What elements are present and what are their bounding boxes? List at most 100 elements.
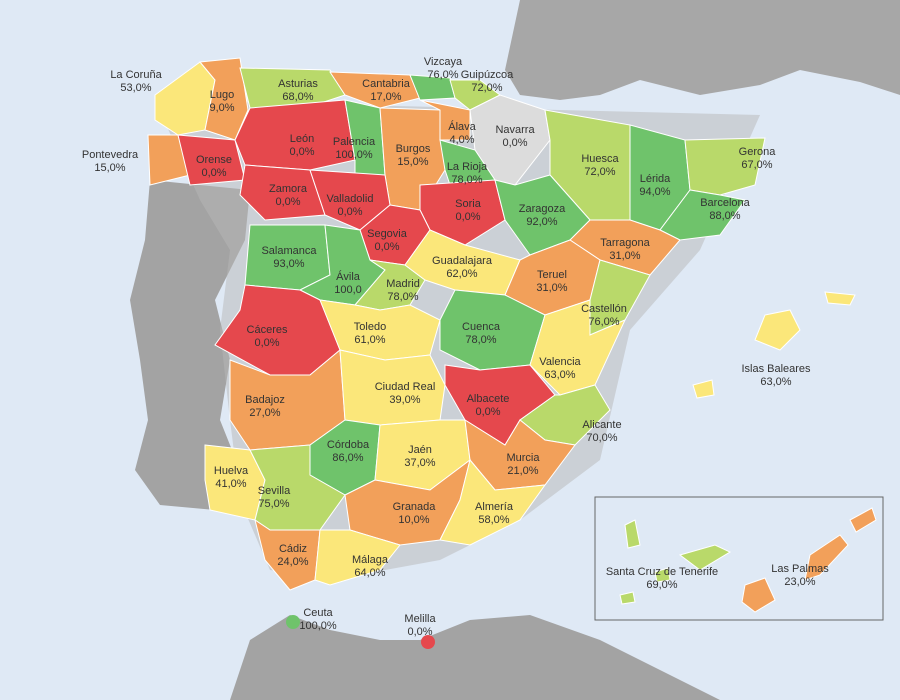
label-malaga-name: Málaga — [352, 554, 389, 566]
label-zaragoza-name: Zaragoza — [519, 203, 566, 215]
label-guadalajara-name: Guadalajara — [432, 255, 493, 267]
label-segovia-name: Segovia — [367, 228, 408, 240]
label-zaragoza-value: 92,0% — [526, 216, 557, 228]
province-hierro[interactable] — [619, 591, 636, 605]
africa-landmass — [230, 615, 720, 700]
label-lugo-value: 9,0% — [209, 102, 234, 114]
label-almeria-value: 58,0% — [478, 514, 509, 526]
label-valencia-value: 63,0% — [544, 369, 575, 381]
label-cuenca-value: 78,0% — [465, 334, 496, 346]
label-castellon-name: Castellón — [581, 303, 627, 315]
label-las-palmas-value: 23,0% — [784, 576, 815, 588]
label-jaen-name: Jaén — [408, 444, 432, 456]
label-palencia-name: Palencia — [333, 136, 376, 148]
label-tarragona-name: Tarragona — [600, 237, 650, 249]
label-valladolid-name: Valladolid — [327, 193, 374, 205]
label-palencia-value: 100,0% — [335, 149, 373, 161]
label-granada-value: 10,0% — [398, 514, 429, 526]
france-landmass — [505, 0, 900, 100]
province-cantabria[interactable] — [329, 71, 421, 109]
label-almeria-name: Almería — [475, 501, 514, 513]
label-cordoba-value: 86,0% — [332, 452, 363, 464]
province-almeria[interactable] — [439, 458, 547, 546]
label-huesca-name: Huesca — [581, 153, 619, 165]
label-gerona-value: 67,0% — [741, 159, 772, 171]
label-santa-cruz-de-tenerife-value: 69,0% — [646, 579, 677, 591]
province-lanzarote[interactable] — [849, 507, 877, 533]
province-valencia[interactable] — [529, 299, 626, 396]
label-melilla-name: Melilla — [404, 613, 436, 625]
label-navarra-value: 0,0% — [502, 137, 527, 149]
label-huesca-value: 72,0% — [584, 166, 615, 178]
province-mallorca[interactable] — [754, 309, 801, 351]
label-cadiz-value: 24,0% — [277, 556, 308, 568]
province-la-palma[interactable] — [624, 519, 641, 549]
label-la-rioja-name: La Rioja — [447, 161, 488, 173]
label-teruel-name: Teruel — [537, 269, 567, 281]
label-zamora-name: Zamora — [269, 183, 308, 195]
label-vizcaya-name: Vizcaya — [424, 56, 463, 68]
label-asturias-value: 68,0% — [282, 91, 313, 103]
label-huelva-value: 41,0% — [215, 478, 246, 490]
label-cuenca-name: Cuenca — [462, 321, 501, 333]
label-ciudad-real-name: Ciudad Real — [375, 381, 436, 393]
label-teruel-value: 31,0% — [536, 282, 567, 294]
label-lerida-name: Lérida — [640, 173, 671, 185]
province-malaga[interactable] — [314, 529, 401, 586]
province-tenerife[interactable] — [678, 544, 732, 571]
province-ibiza[interactable] — [692, 379, 715, 399]
label-burgos-value: 15,0% — [397, 156, 428, 168]
label-ceuta-name: Ceuta — [303, 607, 333, 619]
label-salamanca-value: 93,0% — [273, 258, 304, 270]
label-barcelona-name: Barcelona — [700, 197, 750, 209]
label-zamora-value: 0,0% — [275, 196, 300, 208]
label-alicante-value: 70,0% — [586, 432, 617, 444]
label-albacete-name: Albacete — [467, 393, 510, 405]
label-cordoba-name: Córdoba — [327, 439, 370, 451]
province-gerona[interactable] — [684, 137, 766, 196]
province-gran-canaria[interactable] — [741, 577, 776, 613]
label-alicante-name: Alicante — [582, 419, 621, 431]
label-tarragona-value: 31,0% — [609, 250, 640, 262]
label-islas-baleares-name: Islas Baleares — [741, 363, 811, 375]
province-fuerteventura[interactable] — [804, 534, 849, 581]
label-toledo-name: Toledo — [354, 321, 386, 333]
label-islas-baleares-value: 63,0% — [760, 376, 791, 388]
portugal-landmass — [130, 180, 250, 510]
label-valencia-name: Valencia — [539, 356, 581, 368]
ceuta-marker[interactable] — [286, 615, 300, 629]
label-navarra-name: Navarra — [495, 124, 535, 136]
label-guipuzcoa-value: 72,0% — [471, 82, 502, 94]
label-gerona-name: Gerona — [739, 146, 777, 158]
province-gomera[interactable] — [654, 567, 671, 583]
label-avila-value: 100,0 — [334, 284, 362, 296]
label-sevilla-value: 75,0% — [258, 498, 289, 510]
label-avila-name: Ávila — [336, 270, 361, 283]
label-burgos-name: Burgos — [396, 143, 431, 155]
label-orense-name: Orense — [196, 154, 232, 166]
label-huelva-name: Huelva — [214, 465, 249, 477]
label-la-rioja-value: 78,0% — [451, 174, 482, 186]
label-la-coruna-value: 53,0% — [120, 82, 151, 94]
province-menorca[interactable] — [824, 291, 856, 306]
label-madrid-value: 78,0% — [387, 291, 418, 303]
label-caceres-name: Cáceres — [247, 324, 288, 336]
melilla-marker[interactable] — [421, 635, 435, 649]
label-madrid-name: Madrid — [386, 278, 420, 290]
label-santa-cruz-de-tenerife-name: Santa Cruz de Tenerife — [606, 566, 718, 578]
label-asturias-name: Asturias — [278, 78, 318, 90]
label-murcia-value: 21,0% — [507, 465, 538, 477]
label-orense-value: 0,0% — [201, 167, 226, 179]
label-vizcaya-value: 76,0% — [427, 69, 458, 81]
province-zamora[interactable] — [239, 164, 326, 221]
label-badajoz-value: 27,0% — [249, 407, 280, 419]
label-castellon-value: 76,0% — [588, 316, 619, 328]
label-alava-value: 4,0% — [449, 134, 474, 146]
label-murcia-name: Murcia — [506, 452, 540, 464]
label-malaga-value: 64,0% — [354, 567, 385, 579]
label-soria-value: 0,0% — [455, 211, 480, 223]
province-alava[interactable] — [419, 99, 471, 141]
label-leon-value: 0,0% — [289, 146, 314, 158]
